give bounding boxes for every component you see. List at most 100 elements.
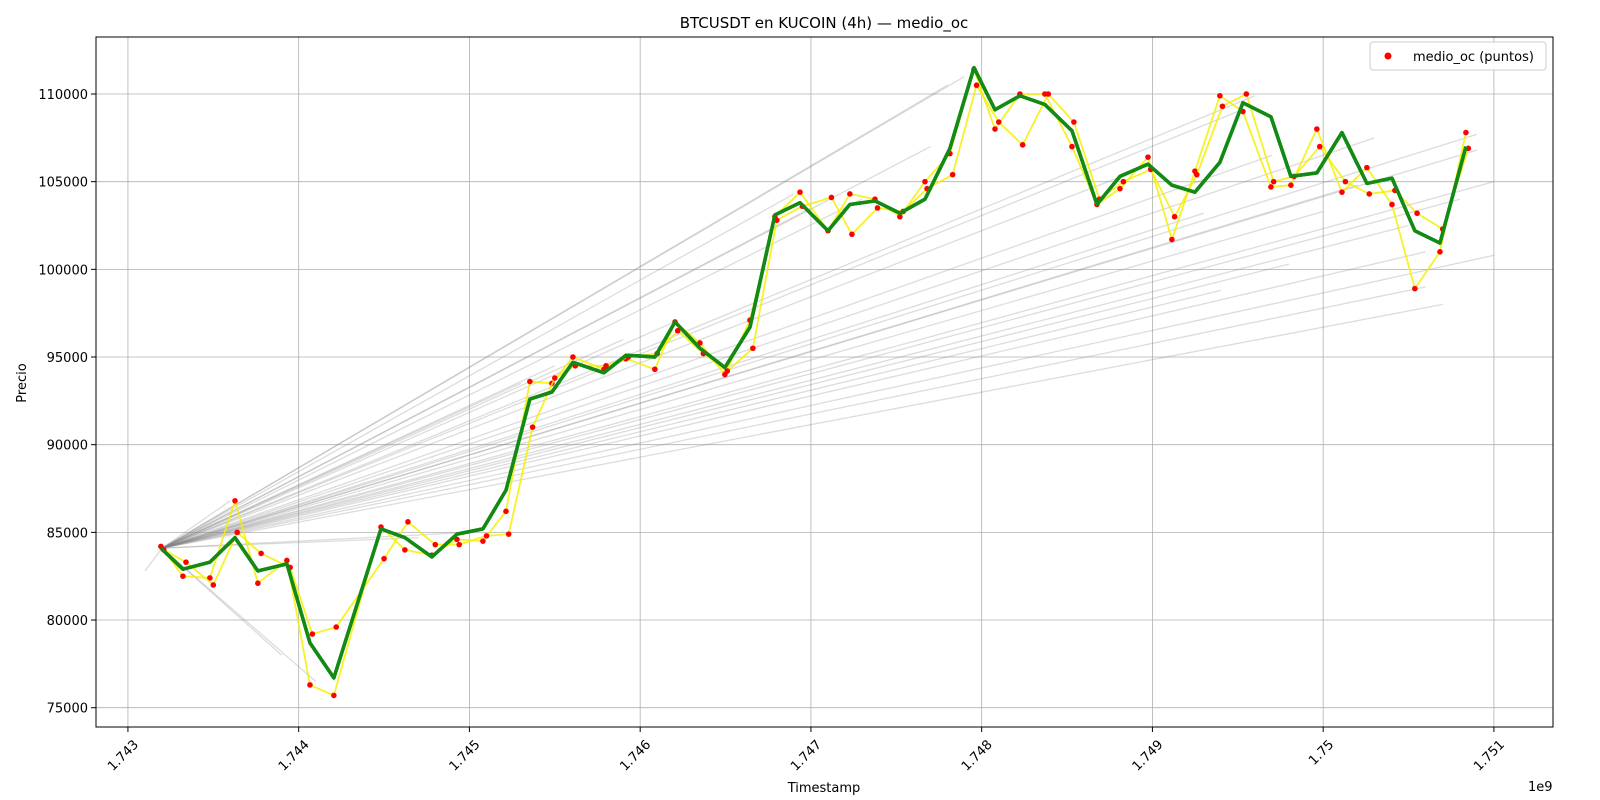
fan-line: [161, 263, 1290, 549]
fan-line: [144, 547, 163, 572]
fan-line: [161, 154, 1273, 549]
fan-line: [161, 137, 1375, 549]
point: [1412, 285, 1418, 292]
point: [847, 191, 853, 197]
point: [1414, 210, 1420, 217]
point: [949, 171, 956, 178]
point: [234, 529, 241, 536]
point: [1069, 143, 1075, 150]
point: [333, 624, 340, 630]
point: [505, 531, 512, 537]
point: [552, 375, 558, 381]
fan-line: [161, 500, 231, 549]
y-tick-label: 95000: [47, 351, 88, 366]
point: [1288, 182, 1294, 188]
fan-line: [162, 531, 470, 549]
fan-line: [161, 547, 317, 682]
fan-line: [161, 303, 1443, 549]
point: [210, 582, 217, 588]
point: [1071, 119, 1077, 125]
point: [1270, 178, 1277, 185]
point: [454, 536, 460, 543]
point: [674, 327, 681, 334]
fan-line: [161, 95, 1256, 549]
fan-line: [161, 193, 795, 549]
point: [1366, 191, 1373, 197]
fan-line: [161, 84, 948, 549]
x-offset-label: 1e9: [1528, 780, 1553, 795]
fan-line: [161, 210, 1324, 549]
point: [232, 497, 238, 504]
fan-line: [161, 286, 1426, 549]
fan-line: [162, 536, 419, 549]
fan-line: [161, 321, 675, 549]
y-tick-label: 75000: [47, 702, 88, 717]
point: [1145, 154, 1151, 160]
fan-line: [161, 382, 521, 549]
point: [284, 557, 290, 564]
series-line-top: [159, 65, 1468, 680]
point: [456, 541, 462, 548]
y-tick-label: 80000: [47, 614, 88, 629]
legend-box: [1369, 41, 1547, 71]
fan-line: [161, 224, 1409, 549]
fan-line: [161, 170, 1136, 549]
point: [1364, 164, 1370, 171]
point: [480, 538, 486, 544]
fan-line: [161, 254, 1495, 549]
y-tick-label: 90000: [47, 439, 88, 454]
point: [995, 119, 1002, 125]
point: [1120, 178, 1127, 185]
point: [1314, 126, 1320, 132]
point: [1194, 171, 1200, 178]
x-axis-label: Timestamp: [787, 781, 861, 796]
fan-line: [161, 207, 812, 549]
point: [1243, 91, 1250, 97]
fan-line: [161, 146, 931, 549]
point: [1389, 201, 1395, 208]
point: [527, 378, 533, 385]
point: [180, 573, 186, 579]
point: [183, 559, 189, 565]
fan-line: [161, 212, 1204, 549]
point: [307, 682, 313, 688]
legend-label: medio_oc (puntos): [1413, 50, 1534, 65]
point: [331, 692, 337, 699]
fan-line: [161, 198, 863, 549]
y-tick-label: 105000: [38, 176, 88, 191]
chart-title: BTCUSDT en KUCOIN (4h) — medio_oc: [680, 14, 969, 33]
y-tick-label: 85000: [47, 526, 88, 541]
fan-line: [161, 75, 965, 549]
point: [432, 541, 439, 548]
point: [1342, 178, 1349, 185]
point: [973, 82, 980, 89]
fan-line: [161, 289, 1221, 549]
plot-frame: [95, 36, 1554, 728]
point: [1045, 91, 1052, 97]
fan-line: [161, 181, 1495, 549]
point: [1268, 184, 1274, 190]
point: [1339, 189, 1345, 195]
point: [992, 126, 998, 132]
point: [724, 368, 731, 374]
point: [1117, 185, 1123, 192]
fan-line: [161, 365, 556, 549]
fan-line: [161, 184, 1358, 549]
point: [309, 631, 316, 637]
y-axis-label: Precio: [15, 363, 30, 402]
fan-line: [161, 251, 1426, 549]
point: [402, 547, 408, 553]
fan-line: [161, 149, 1478, 549]
point: [529, 424, 536, 430]
point: [503, 508, 509, 515]
point: [1219, 103, 1226, 110]
point: [483, 533, 490, 539]
point: [381, 555, 387, 562]
point: [255, 580, 261, 587]
y-tick-label: 100000: [38, 263, 88, 278]
point: [1019, 142, 1026, 148]
fan-line: [161, 110, 1239, 549]
plot-area: [144, 65, 1495, 699]
point: [405, 519, 411, 525]
fan-line: [161, 198, 1460, 549]
